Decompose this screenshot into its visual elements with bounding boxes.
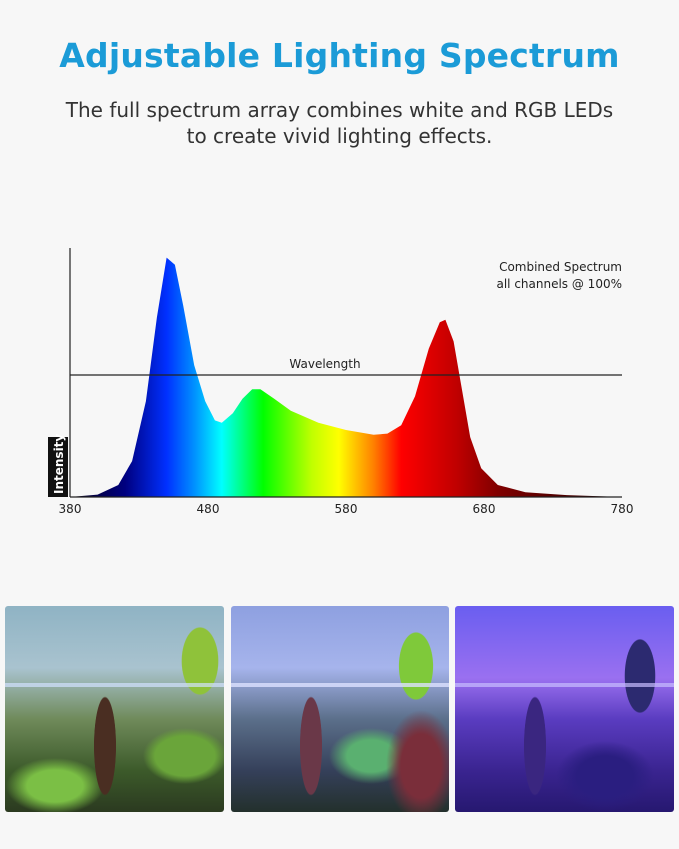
y-axis-label: Intensity [52, 434, 66, 494]
x-tick-label: 780 [611, 502, 634, 516]
subtitle-line-2: to create vivid lighting effects. [186, 124, 493, 148]
spectrum-area [70, 257, 622, 497]
photo-purple-light [455, 606, 674, 812]
x-tick-label: 680 [473, 502, 496, 516]
spectrum-chart: Wavelength Intensity Combined Spectrum a… [48, 248, 634, 516]
photo-white-light [5, 606, 224, 812]
annotation-line-1: Combined Spectrum [499, 260, 622, 274]
x-tick-label: 580 [335, 502, 358, 516]
subtitle-line-1: The full spectrum array combines white a… [65, 98, 614, 122]
x-tick-label: 480 [197, 502, 220, 516]
page-subtitle: The full spectrum array combines white a… [0, 97, 679, 149]
photo-blue-white-light [231, 606, 449, 812]
x-tick-label: 380 [59, 502, 82, 516]
page-title: Adjustable Lighting Spectrum [59, 36, 620, 75]
x-axis-label: Wavelength [289, 357, 360, 371]
annotation-line-2: all channels @ 100% [496, 277, 622, 291]
y-axis-label-bg [48, 437, 68, 497]
